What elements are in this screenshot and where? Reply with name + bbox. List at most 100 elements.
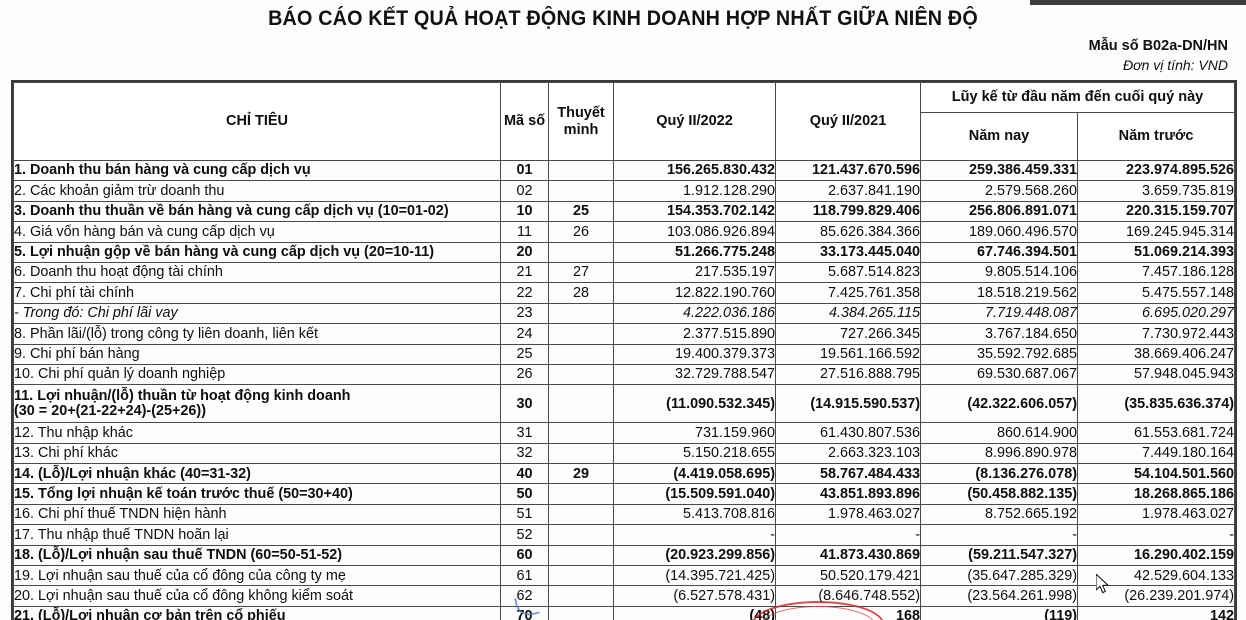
row-value-cumulative-this-year: 7.719.448.087 — [920, 302, 1078, 325]
row-note: 27 — [548, 261, 614, 284]
table-body: 1. Doanh thu bán hàng và cung cấp dịch v… — [13, 159, 1236, 620]
row-code: 25 — [500, 343, 549, 365]
row-code: 32 — [500, 442, 549, 465]
row-note — [548, 503, 614, 526]
row-value-cumulative-last-year: 7.449.180.164 — [1076, 442, 1236, 465]
row-code: 70 — [500, 605, 549, 620]
row-value-cumulative-last-year: 5.475.557.148 — [1076, 282, 1236, 304]
row-code: 20 — [500, 241, 549, 263]
row-value-cumulative-this-year: 67.746.394.501 — [920, 241, 1078, 263]
row-code: 51 — [500, 503, 549, 526]
column-header-code: Mã số — [500, 82, 549, 161]
row-value-quarter-previous: 50.520.179.421 — [775, 565, 921, 587]
table-row: 17. Thu nhập thuế TNDN hoãn lại 52- - - - — [13, 524, 1236, 546]
row-note — [548, 605, 614, 620]
row-value-quarter-current: 154.353.702.142 — [613, 200, 776, 223]
row-code: 10 — [500, 200, 549, 223]
table-row: 5. Lợi nhuận gộp về bán hàng và cung cấp… — [13, 241, 1236, 263]
row-value-cumulative-this-year: 35.592.792.685 — [920, 343, 1078, 365]
row-label: 19. Lợi nhuận sau thuế của cổ đông của c… — [13, 565, 501, 587]
row-value-cumulative-last-year: - — [1076, 524, 1236, 546]
row-value-cumulative-last-year: 38.669.406.247 — [1076, 343, 1236, 365]
row-note — [548, 180, 614, 202]
row-value-cumulative-this-year: 256.806.891.071 — [920, 200, 1078, 223]
row-value-quarter-previous: 121.437.670.596 — [775, 159, 921, 182]
row-value-cumulative-last-year: 51.069.214.393 — [1076, 241, 1236, 263]
row-label: 1. Doanh thu bán hàng và cung cấp dịch v… — [13, 159, 501, 182]
row-value-quarter-previous: 43.851.893.896 — [775, 483, 921, 505]
column-header-quarter-previous: Quý II/2021 — [775, 82, 921, 161]
table-row: 21. (Lỗ)/Lợi nhuận cơ bản trên cổ phiếu 7… — [13, 605, 1236, 620]
row-value-quarter-current: 32.729.788.547 — [613, 363, 776, 386]
row-code: 61 — [500, 565, 549, 587]
row-note — [548, 544, 614, 567]
row-value-quarter-previous: 58.767.484.433 — [775, 463, 921, 485]
table-row: - Trong đó: Chi phí lãi vay 23 4.222.036.1… — [13, 302, 1236, 325]
currency-unit: Đơn vị tính: VND — [1123, 57, 1228, 73]
row-value-cumulative-this-year: 69.530.687.067 — [920, 363, 1078, 386]
row-note: 28 — [548, 282, 614, 304]
row-value-quarter-previous: 5.687.514.823 — [775, 261, 921, 284]
row-value-cumulative-this-year: (8.136.276.078) — [920, 463, 1078, 485]
row-value-quarter-current: 1.912.128.290 — [613, 180, 776, 202]
row-value-cumulative-this-year: 259.386.459.331 — [920, 159, 1078, 182]
column-header-quarter-current: Quý II/2022 — [613, 82, 776, 161]
row-code: 23 — [500, 302, 549, 325]
table-row: 2. Các khoản giảm trừ doanh thu 02 1.912.1… — [13, 180, 1236, 202]
row-label: 18. (Lỗ)/Lợi nhuận sau thuế TNDN (60=50-… — [13, 544, 501, 567]
row-note — [548, 565, 614, 587]
row-value-quarter-current: 19.400.379.373 — [613, 343, 776, 365]
column-header-cumulative-this-year: Năm nay — [920, 112, 1078, 161]
row-value-quarter-previous: 7.425.761.358 — [775, 282, 921, 304]
table-row: 9. Chi phí bán hàng 25 19.400.379.373 19.56… — [13, 343, 1236, 365]
column-header-note-line2: minh — [563, 121, 599, 138]
row-label: 17. Thu nhập thuế TNDN hoãn lại — [13, 524, 501, 546]
row-label: 8. Phần lãi/(lỗ) trong công ty liên doan… — [13, 323, 501, 345]
row-note — [548, 524, 614, 546]
row-value-cumulative-last-year: 7.730.972.443 — [1076, 323, 1236, 345]
row-code: 60 — [500, 544, 549, 567]
row-value-quarter-current: (6.527.578.431) — [613, 585, 776, 607]
row-label: - Trong đó: Chi phí lãi vay — [13, 302, 501, 325]
income-statement-table: CHỈ TIÊU Mã số Thuyết minh Quý II/2022 Q… — [10, 79, 1238, 620]
table-row: 8. Phần lãi/(lỗ) trong công ty liên doan… — [13, 323, 1236, 345]
row-value-quarter-current: (11.090.532.345) — [613, 384, 776, 424]
table-row: 6. Doanh thu hoạt động tài chính 21 27 217.… — [13, 261, 1236, 284]
table-row: 12. Thu nhập khác 31 731.159.960 61.430.807… — [13, 422, 1236, 444]
table-row: 4. Giá vốn hàng bán và cung cấp dịch vụ 1… — [13, 221, 1236, 243]
table-row: 14. (Lỗ)/Lợi nhuận khác (40=31-32) 40 29 (4… — [13, 463, 1236, 485]
row-value-quarter-current: (48) — [613, 605, 776, 620]
page-title: BÁO CÁO KẾT QUẢ HOẠT ĐỘNG KINH DOANH HỢP… — [268, 7, 978, 30]
row-value-quarter-current: (4.419.058.695) — [613, 463, 776, 485]
row-note — [548, 442, 614, 465]
row-note — [548, 422, 614, 444]
row-value-quarter-previous: 85.626.384.366 — [775, 221, 921, 243]
column-header-note-line1: Thuyết — [557, 105, 605, 122]
row-code: 11 — [500, 221, 549, 243]
row-code: 01 — [500, 159, 549, 182]
table-row: 18. (Lỗ)/Lợi nhuận sau thuế TNDN (60=50-… — [13, 544, 1236, 567]
row-value-quarter-previous: 1.978.463.027 — [775, 503, 921, 526]
row-value-quarter-previous: 118.799.829.406 — [775, 200, 921, 223]
row-value-quarter-previous: 27.516.888.795 — [775, 363, 921, 386]
row-value-cumulative-last-year: 142 — [1076, 605, 1236, 620]
row-label-line1: 11. Lợi nhuận/(lỗ) thuần từ hoạt động ki… — [14, 388, 351, 405]
row-label: 21. (Lỗ)/Lợi nhuận cơ bản trên cổ phiếu — [13, 605, 501, 620]
row-code: 22 — [500, 282, 549, 304]
row-value-cumulative-this-year: (35.647.285.329) — [920, 565, 1078, 587]
row-value-quarter-previous: 2.663.323.103 — [775, 442, 921, 465]
row-code: 31 — [500, 422, 549, 444]
row-value-cumulative-this-year: 8.752.665.192 — [920, 503, 1078, 526]
row-value-quarter-current: 12.822.190.760 — [613, 282, 776, 304]
row-value-quarter-previous: 33.173.445.040 — [775, 241, 921, 263]
row-value-quarter-current: 217.535.197 — [613, 261, 776, 284]
row-value-cumulative-last-year: 18.268.865.186 — [1076, 483, 1236, 505]
row-note — [548, 363, 614, 386]
column-header-note: Thuyết minh — [548, 82, 614, 161]
row-value-cumulative-last-year: 3.659.735.819 — [1076, 180, 1236, 202]
row-value-cumulative-this-year: (119) — [920, 605, 1078, 620]
row-value-quarter-current: 51.266.775.248 — [613, 241, 776, 263]
row-value-cumulative-this-year: 189.060.496.570 — [920, 221, 1078, 243]
row-label: 7. Chi phí tài chính — [13, 282, 501, 304]
